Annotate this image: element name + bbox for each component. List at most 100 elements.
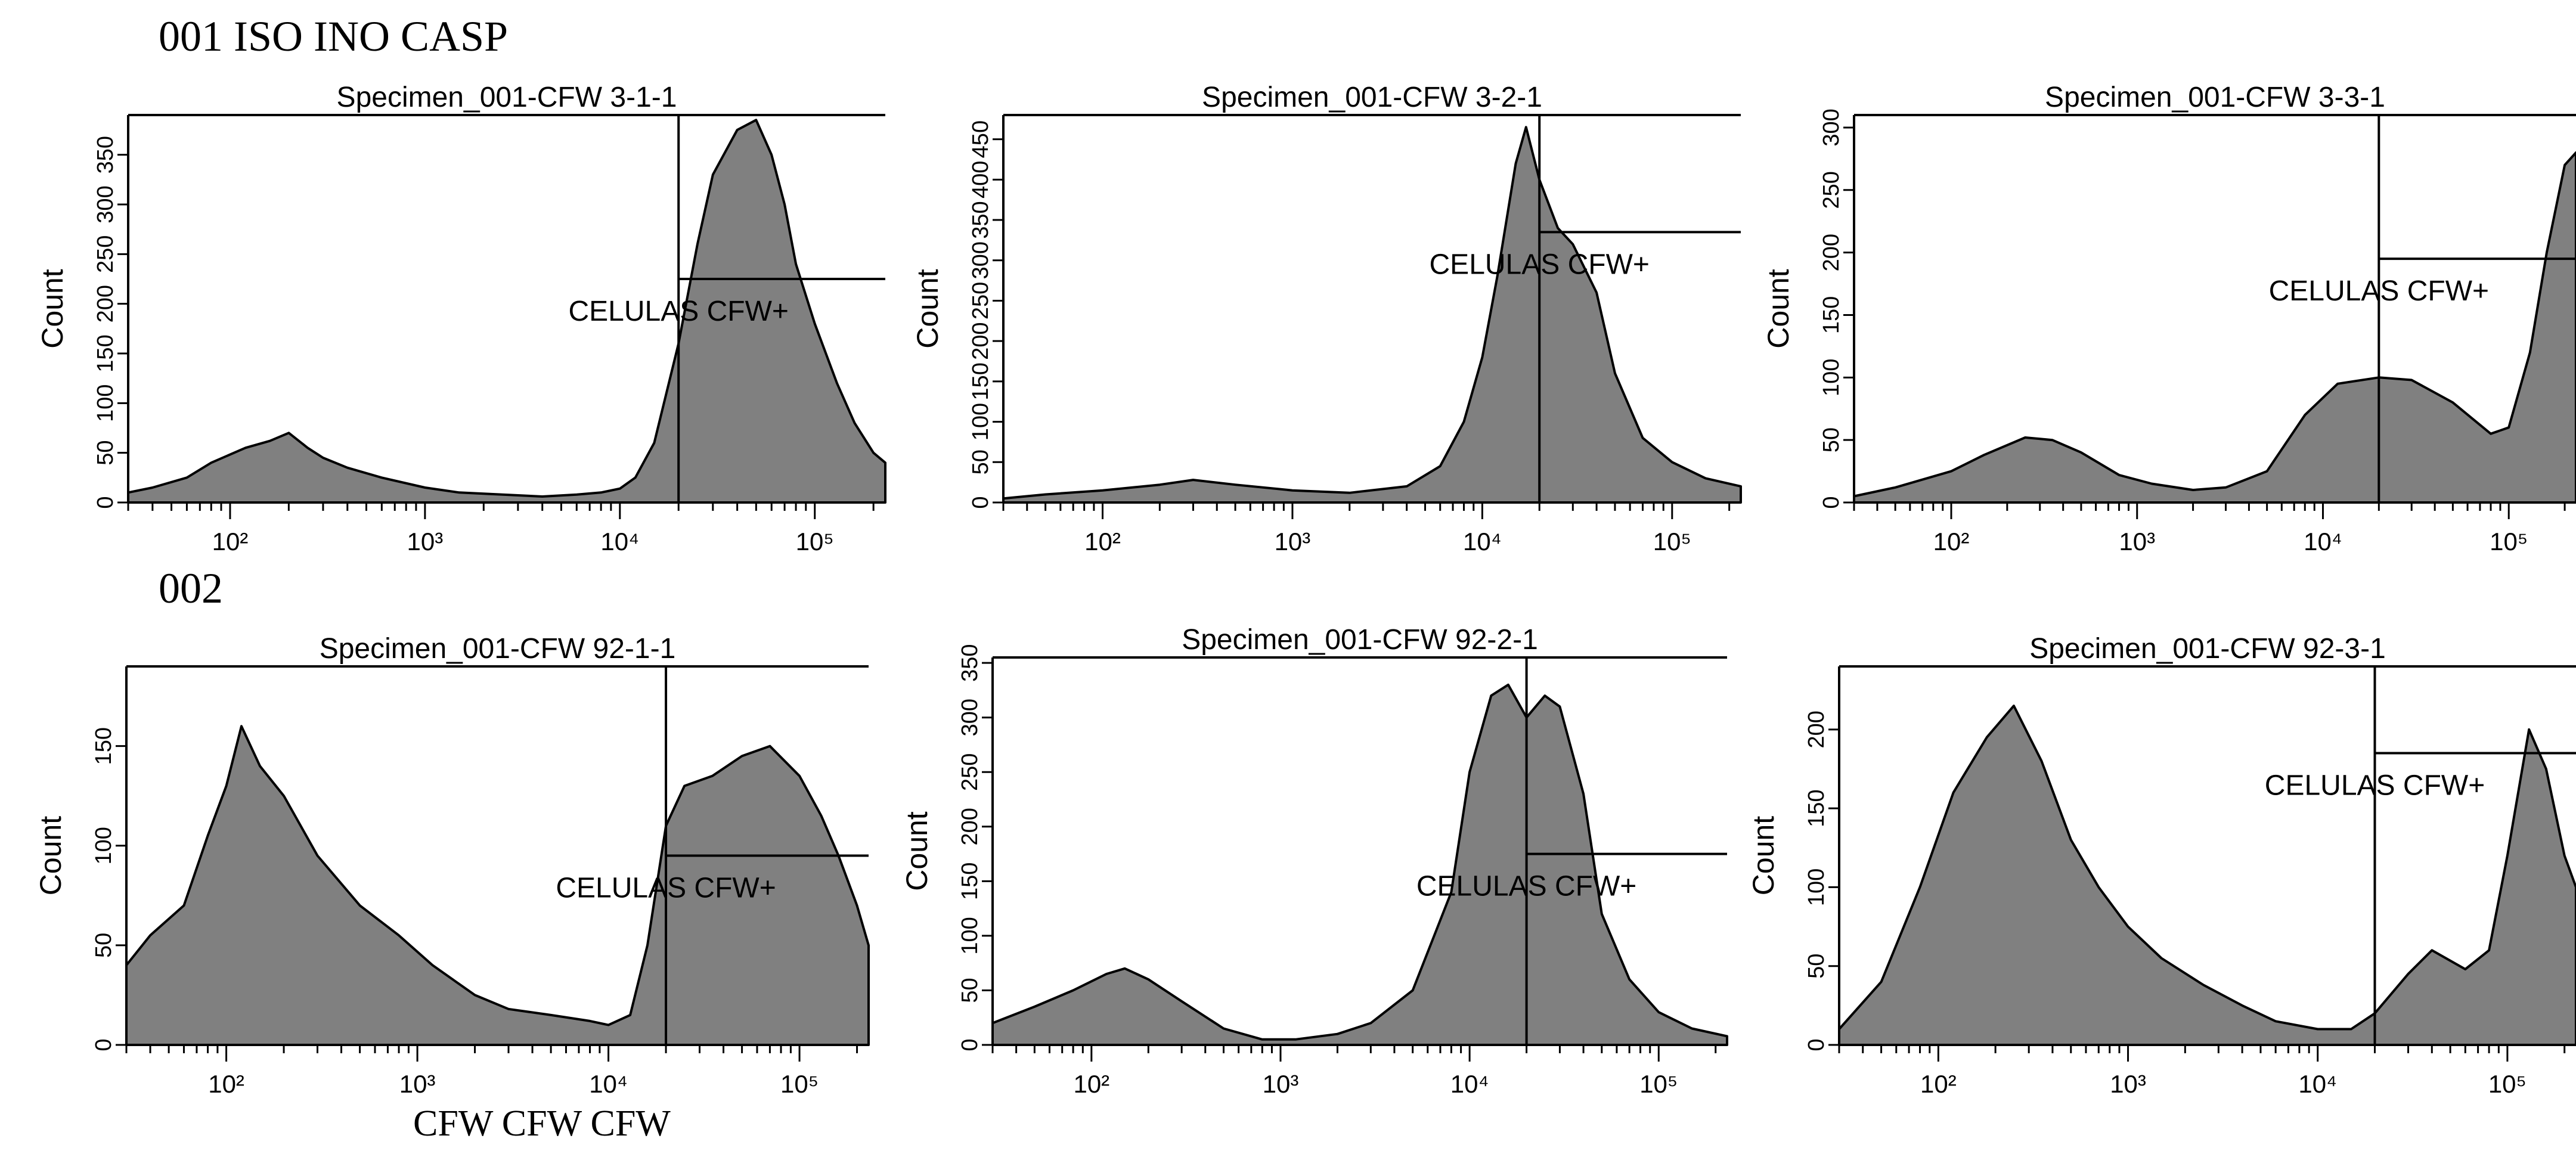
y-tick-label: 250 (957, 753, 982, 791)
y-tick-label: 350 (968, 201, 993, 238)
x-tick-label: 10⁴ (2298, 1070, 2337, 1098)
histogram-panel-4: Specimen_001-CFW 92-1-1 Count 0 50 100 150 10²… (34, 633, 870, 1098)
y-tick-label: 0 (91, 1038, 116, 1051)
x-tick-label: 10⁵ (1639, 1070, 1678, 1098)
y-tick-label: 350 (93, 136, 118, 173)
y-tick-label: 300 (957, 699, 982, 736)
histogram-area (127, 119, 886, 504)
y-tick-label: 150 (968, 362, 993, 400)
y-tick-label: 100 (968, 403, 993, 440)
histogram-area (1838, 705, 2576, 1046)
gate-label: CELULAS CFW+ (2265, 770, 2485, 802)
y-axis-label: Count (911, 269, 944, 349)
y-tick-label: 400 (968, 161, 993, 198)
x-tick-label: 10³ (1275, 528, 1311, 556)
x-tick-label: 10⁵ (780, 1070, 819, 1098)
y-tick-label: 150 (957, 863, 982, 900)
y-tick-label: 150 (1819, 296, 1844, 334)
gate-label: CELULAS CFW+ (1430, 249, 1650, 280)
x-tick-label: 10³ (2119, 528, 2155, 556)
chart-title: Specimen_001-CFW 3-1-1 (337, 82, 677, 113)
y-axis-label: Count (1762, 269, 1795, 349)
y-tick-label: 300 (968, 241, 993, 279)
histogram-panel-2: Specimen_001-CFW 3-2-1 Count 0 50 100 150 200 2… (911, 82, 1742, 556)
chart-title: Specimen_001-CFW 3-3-1 (2045, 82, 2385, 113)
y-tick-label: 0 (1804, 1038, 1829, 1051)
y-tick-label: 50 (93, 440, 118, 466)
y-axis-label: Count (34, 816, 67, 896)
y-tick-label: 200 (1804, 711, 1829, 748)
x-tick-label: 10⁴ (1450, 1070, 1489, 1098)
x-tick-label: 10³ (1263, 1070, 1299, 1098)
chart-title: Specimen_001-CFW 92-3-1 (2029, 633, 2386, 665)
y-tick-label: 0 (1819, 496, 1844, 508)
x-tick-label: 10² (212, 528, 249, 556)
y-tick-label: 0 (968, 496, 993, 508)
x-tick-label: 10² (1920, 1070, 1957, 1098)
x-tick-label: 10⁵ (2490, 528, 2528, 556)
x-tick-label: 10⁵ (2488, 1070, 2527, 1098)
x-tick-label: 10⁴ (600, 528, 639, 556)
y-tick-label: 200 (968, 322, 993, 359)
y-axis-label: Count (900, 811, 934, 891)
x-tick-label: 10² (1933, 528, 1970, 556)
gate-label: CELULAS CFW+ (2269, 275, 2489, 307)
chart-title: Specimen_001-CFW 3-2-1 (1202, 82, 1542, 113)
x-tick-label: 10⁵ (796, 528, 834, 556)
x-tick-label: 10² (208, 1070, 244, 1098)
y-tick-label: 100 (1804, 868, 1829, 906)
y-tick-label: 150 (1804, 789, 1829, 827)
histogram-panel-3: Specimen_001-CFW 3-3-1 Count 0 50 100 150 200 2… (1762, 82, 2576, 556)
y-tick-label: 100 (93, 384, 118, 422)
histogram-panel-6: Specimen_001-CFW 92-3-1 Count 0 50 100 150 200… (1747, 633, 2576, 1098)
x-tick-label: 10² (1084, 528, 1121, 556)
histogram-area (991, 683, 1728, 1046)
gate-label: CELULAS CFW+ (569, 296, 789, 327)
y-tick-label: 100 (91, 827, 116, 864)
y-axis-label: Count (1747, 816, 1780, 896)
x-tick-label: 10³ (399, 1070, 436, 1098)
x-tick-label: 10³ (407, 528, 444, 556)
chart-title: Specimen_001-CFW 92-2-1 (1182, 624, 1538, 656)
y-tick-label: 250 (93, 235, 118, 273)
y-tick-label: 150 (91, 727, 116, 765)
x-tick-label: 10⁴ (589, 1070, 628, 1098)
row-1-label: 001 ISO INO CASP (159, 13, 509, 60)
y-tick-label: 200 (93, 285, 118, 322)
y-tick-label: 50 (1804, 954, 1829, 979)
y-tick-label: 50 (957, 978, 982, 1003)
x-tick-label: 10⁴ (2304, 528, 2342, 556)
y-tick-label: 200 (1819, 234, 1844, 271)
y-tick-label: 250 (968, 282, 993, 319)
y-tick-label: 0 (93, 496, 118, 508)
x-tick-label: 10⁵ (1653, 528, 1691, 556)
row-2-label: 002 (159, 564, 223, 612)
y-tick-label: 150 (93, 334, 118, 372)
y-tick-label: 300 (1819, 108, 1844, 146)
gate-label: CELULAS CFW+ (1416, 871, 1636, 902)
y-tick-label: 200 (957, 808, 982, 845)
histogram-area (1853, 151, 2576, 504)
histogram-panel-5: Specimen_001-CFW 92-2-1 Count 0 50 100 150 200… (900, 624, 1728, 1098)
y-tick-label: 300 (93, 185, 118, 223)
y-tick-label: 250 (1819, 171, 1844, 209)
histogram-panel-1: Specimen_001-CFW 3-1-1 Count 0 50 100 150 200 2… (36, 82, 886, 556)
y-tick-label: 450 (968, 120, 993, 158)
y-tick-label: 100 (1819, 359, 1844, 396)
gate-label: CELULAS CFW+ (556, 873, 776, 904)
y-tick-label: 50 (968, 449, 993, 474)
y-axis-label: Count (36, 269, 69, 349)
x-tick-label: 10³ (2110, 1070, 2146, 1098)
y-tick-label: 50 (91, 933, 116, 958)
chart-title: Specimen_001-CFW 92-1-1 (320, 633, 676, 665)
x-tick-label: 10² (1073, 1070, 1109, 1098)
histogram-area (125, 725, 870, 1046)
y-tick-label: 100 (957, 917, 982, 954)
y-tick-label: 0 (957, 1038, 982, 1051)
y-tick-label: 350 (957, 644, 982, 681)
histogram-area (1002, 126, 1742, 504)
x-tick-label: 10⁴ (1463, 528, 1502, 556)
footer-axis-note: CFW CFW CFW (413, 1103, 671, 1144)
y-tick-label: 50 (1819, 427, 1844, 452)
